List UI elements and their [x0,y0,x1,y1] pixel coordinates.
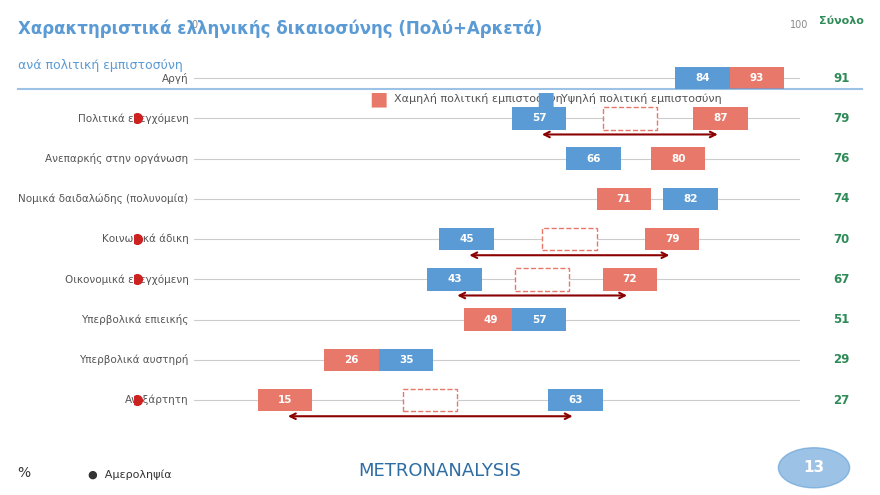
Text: METRONANALYSIS: METRONANALYSIS [358,462,522,480]
Text: 74: 74 [833,193,850,205]
Text: 82: 82 [683,194,698,204]
Text: Σύνολο: Σύνολο [819,16,864,26]
Text: 0: 0 [191,20,197,30]
FancyBboxPatch shape [675,67,730,90]
Circle shape [779,447,850,488]
FancyBboxPatch shape [548,389,603,411]
Text: ανά πολιτική εμπιστοσύνη: ανά πολιτική εμπιστοσύνη [18,59,182,72]
Text: Υπερβολικά αυστηρή: Υπερβολικά αυστηρή [79,354,188,365]
Text: 67: 67 [833,273,850,286]
FancyBboxPatch shape [428,268,481,291]
FancyBboxPatch shape [464,308,518,331]
Text: ■: ■ [369,90,387,108]
FancyBboxPatch shape [730,67,784,90]
FancyBboxPatch shape [542,228,597,250]
FancyBboxPatch shape [693,107,748,130]
Text: 57: 57 [532,113,546,123]
FancyBboxPatch shape [379,348,433,371]
Text: 80: 80 [671,153,686,164]
Text: 29: 29 [833,353,850,366]
FancyBboxPatch shape [651,148,706,170]
Text: Ανεπαρκής στην οργάνωση: Ανεπαρκής στην οργάνωση [45,153,188,164]
Text: 35: 35 [399,355,414,365]
Text: 30: 30 [622,113,637,123]
FancyBboxPatch shape [439,228,494,250]
Text: Νομικά δαιδαλώδης (πολυνομία): Νομικά δαιδαλώδης (πολυνομία) [18,194,188,204]
FancyBboxPatch shape [645,228,700,250]
Text: Χαρακτηριστικά ελληνικής δικαιοσύνης (Πολύ+Αρκετά): Χαρακτηριστικά ελληνικής δικαιοσύνης (Πο… [18,20,542,38]
FancyBboxPatch shape [258,389,312,411]
Text: 70: 70 [833,233,849,246]
Text: 66: 66 [586,153,601,164]
Text: 79: 79 [833,112,850,125]
Text: 93: 93 [750,73,764,83]
FancyBboxPatch shape [403,389,458,411]
Text: 100: 100 [790,20,809,30]
Text: 79: 79 [665,234,679,244]
Text: Αργή: Αργή [162,73,188,84]
Text: 49: 49 [483,315,498,325]
Text: 43: 43 [447,274,462,285]
Text: 48: 48 [423,395,437,405]
Text: Πολιτικά ελεγχόμενη: Πολιτικά ελεγχόμενη [77,113,188,124]
Text: ■: ■ [536,90,554,108]
FancyBboxPatch shape [664,188,717,210]
Text: %: % [18,466,31,480]
Text: Υψηλή πολιτική εμπιστοσύνη: Υψηλή πολιτική εμπιστοσύνη [554,94,722,104]
Text: Οικονομικά ελεγχόμενη: Οικονομικά ελεγχόμενη [64,274,188,285]
FancyBboxPatch shape [597,188,651,210]
Text: 27: 27 [833,394,849,407]
Text: Χαμηλή πολιτική εμπιστοσύνη: Χαμηλή πολιτική εμπιστοσύνη [387,94,563,104]
Text: 45: 45 [459,234,473,244]
FancyBboxPatch shape [512,308,567,331]
FancyBboxPatch shape [515,268,569,291]
Text: 57: 57 [532,315,546,325]
Text: 76: 76 [833,152,850,165]
Text: ●  Αμεροληψία: ● Αμεροληψία [88,470,172,480]
Text: 87: 87 [713,113,728,123]
FancyBboxPatch shape [603,268,657,291]
Text: Υπερβολικά επιεικής: Υπερβολικά επιεικής [81,314,188,325]
Text: 29: 29 [535,274,549,285]
Text: Ανεξάρτητη: Ανεξάρτητη [125,395,188,405]
FancyBboxPatch shape [512,107,567,130]
Text: 15: 15 [278,395,292,405]
Text: Κοινωνικά άδικη: Κοινωνικά άδικη [102,234,188,245]
Text: 71: 71 [617,194,631,204]
FancyBboxPatch shape [325,348,379,371]
Text: 34: 34 [562,234,576,244]
FancyBboxPatch shape [603,107,657,130]
Text: 51: 51 [833,313,850,326]
Text: 91: 91 [833,72,850,85]
Text: 84: 84 [695,73,709,83]
Text: 72: 72 [622,274,637,285]
Text: 26: 26 [344,355,359,365]
FancyBboxPatch shape [567,148,620,170]
Text: 63: 63 [568,395,583,405]
Text: 13: 13 [803,460,825,475]
